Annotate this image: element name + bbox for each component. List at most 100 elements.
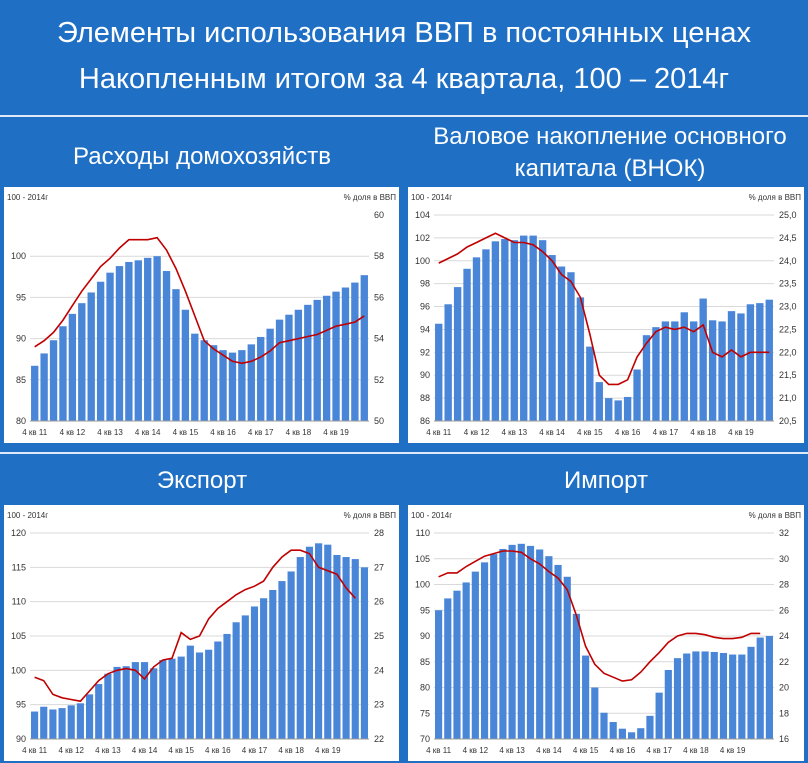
page-header: Элементы использования ВВП в постоянных … — [0, 0, 808, 112]
bar — [710, 651, 718, 739]
bar — [633, 369, 641, 421]
left-tick-label: 80 — [420, 683, 430, 693]
bar — [508, 544, 516, 739]
bar — [159, 660, 167, 739]
bar — [113, 666, 121, 739]
bar — [482, 249, 490, 421]
bar — [106, 272, 114, 421]
left-tick-label: 90 — [420, 370, 430, 380]
bar — [727, 311, 736, 421]
x-tick-label: 4 кв 12 — [58, 746, 84, 755]
bar — [313, 299, 321, 421]
bar — [548, 255, 556, 421]
right-tick-label: 24,5 — [779, 233, 797, 243]
bar — [680, 312, 688, 421]
left-tick-label: 95 — [16, 700, 26, 710]
x-tick-label: 4 кв 19 — [323, 428, 349, 437]
bar — [87, 292, 95, 421]
bar — [144, 257, 152, 421]
bar — [78, 303, 86, 421]
right-tick-label: 24 — [779, 631, 789, 641]
x-tick-label: 4 кв 17 — [653, 428, 679, 437]
x-tick-label: 4 кв 12 — [60, 428, 86, 437]
bar — [444, 304, 452, 421]
x-tick-label: 4 кв 19 — [720, 746, 746, 755]
bar — [153, 256, 161, 421]
right-tick-label: 28 — [374, 528, 384, 538]
share-line — [438, 232, 770, 386]
bar — [260, 598, 268, 739]
bar — [250, 606, 259, 739]
bar — [131, 662, 139, 739]
left-tick-label: 110 — [416, 528, 430, 538]
bar — [304, 304, 312, 421]
chart-panel-gfcf: 100 - 2014г % доля в ВВП 86 88 90 92 94 96 98 100… — [408, 187, 804, 443]
left-tick-label: 95 — [420, 605, 430, 615]
bar — [756, 303, 764, 421]
bar — [223, 633, 231, 739]
x-tick-label: 4 кв 11 — [426, 746, 452, 755]
left-tick-label: 120 — [11, 528, 26, 538]
right-axis-caption: % доля в ВВП — [344, 193, 397, 202]
bar — [605, 398, 613, 421]
right-tick-label: 25,0 — [779, 210, 797, 220]
right-tick-label: 23,5 — [779, 279, 797, 289]
x-tick-label: 4 кв 14 — [539, 428, 565, 437]
bar — [671, 321, 679, 421]
bar — [275, 319, 284, 421]
bar — [737, 313, 745, 421]
bar — [278, 581, 286, 739]
bar — [241, 615, 249, 739]
share-line — [438, 550, 761, 682]
left-tick-label: 92 — [420, 347, 430, 357]
bar — [134, 260, 142, 421]
bar — [499, 548, 507, 739]
right-tick-label: 26 — [779, 605, 789, 615]
bar — [76, 703, 84, 739]
x-tick-label: 4 кв 13 — [499, 746, 525, 755]
right-tick-label: 32 — [779, 528, 789, 538]
x-tick-label: 4 кв 15 — [577, 428, 603, 437]
right-tick-label: 54 — [374, 334, 384, 344]
bar — [342, 557, 350, 739]
bar — [765, 636, 773, 739]
right-tick-label: 30 — [779, 554, 789, 564]
x-tick-label: 4 кв 12 — [463, 746, 489, 755]
bar — [122, 666, 130, 739]
right-axis-caption: % доля в ВВП — [344, 511, 397, 520]
x-tick-label: 4 кв 12 — [464, 428, 490, 437]
bar — [471, 571, 479, 739]
x-tick-label: 4 кв 11 — [22, 428, 48, 437]
right-tick-label: 21,5 — [779, 370, 797, 380]
bar — [287, 571, 295, 739]
x-tick-label: 4 кв 19 — [728, 428, 754, 437]
bar — [623, 396, 632, 421]
bar — [140, 662, 149, 739]
bar — [453, 590, 461, 739]
bar — [172, 289, 180, 421]
bar — [324, 544, 332, 739]
bar — [58, 708, 66, 739]
chart-title-import: Импорт — [564, 467, 648, 494]
bar — [646, 715, 654, 739]
bar — [40, 353, 48, 421]
bar — [49, 340, 58, 421]
right-tick-label: 20 — [779, 683, 789, 693]
bar — [480, 562, 489, 739]
bar — [219, 350, 227, 421]
bar — [360, 275, 368, 421]
left-axis-caption: 100 - 2014г — [411, 193, 452, 202]
right-axis-caption: % доля в ВВП — [749, 511, 802, 520]
left-tick-label: 110 — [12, 597, 26, 607]
bar — [228, 352, 237, 421]
left-tick-label: 90 — [420, 631, 430, 641]
bar — [435, 323, 443, 421]
bar — [186, 645, 194, 739]
bar — [315, 543, 323, 739]
bar — [576, 297, 585, 421]
x-tick-label: 4 кв 17 — [248, 428, 274, 437]
x-tick-label: 4 кв 16 — [205, 746, 231, 755]
bar — [95, 684, 103, 739]
bar — [96, 281, 105, 421]
bar — [68, 313, 77, 421]
